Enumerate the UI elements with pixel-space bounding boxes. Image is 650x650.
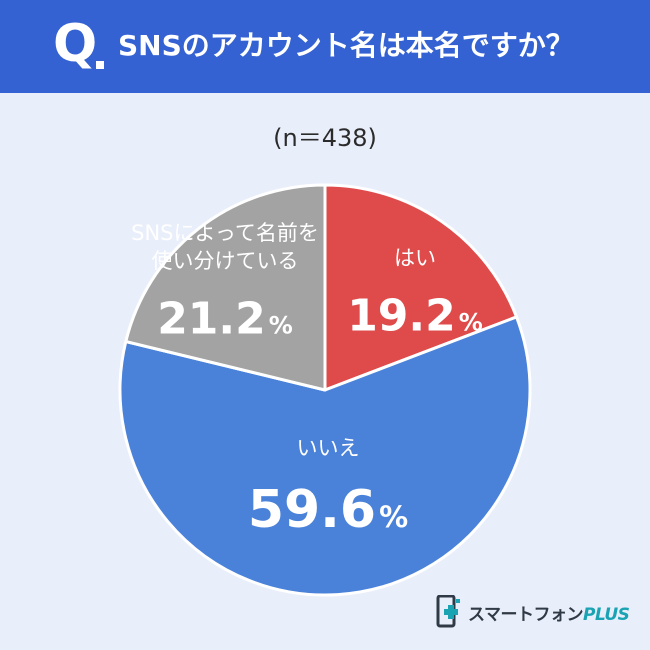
slice-value-number-hai: 19.2 — [347, 290, 456, 341]
header-bar: Q SNSのアカウント名は本名ですか？ — [0, 0, 650, 93]
q-dot — [96, 61, 104, 69]
slice-value-hai: 19.2% — [347, 290, 483, 341]
slice-value-unit-hai: % — [459, 308, 483, 336]
slice-value-number-iie: 59.6 — [248, 480, 376, 540]
slice-name-iie: いいえ — [297, 436, 360, 460]
pie-slice-iie — [118, 315, 532, 597]
smartphone-plus-logo-icon — [436, 595, 460, 628]
sample-size-label: (n＝438) — [273, 124, 377, 152]
slice-label-iie: いいえ 59.6% — [248, 436, 408, 540]
slice-value-iie: 59.6% — [248, 480, 408, 540]
slice-name-hai: はい — [394, 246, 436, 270]
question-title: SNSのアカウント名は本名ですか？ — [118, 29, 574, 62]
slice-value-number-tsukaiwake: 21.2 — [157, 293, 266, 344]
q-mark: Q — [53, 14, 98, 74]
slice-value-unit-tsukaiwake: % — [269, 311, 293, 339]
pie-slice-tsukaiwake — [124, 183, 327, 392]
logo-text: スマートフォンPLUS — [468, 600, 630, 625]
logo-main-text: スマートフォン — [468, 604, 584, 625]
slice-value-unit-iie: % — [379, 500, 408, 534]
slice-name-tsukaiwake-line2: 使い分けている — [152, 249, 299, 273]
logo: スマートフォンPLUS — [436, 592, 630, 632]
slice-label-hai: はい 19.2% — [347, 246, 483, 341]
slice-value-tsukaiwake: 21.2% — [157, 293, 293, 344]
logo-plus-text: PLUS — [583, 604, 630, 625]
pie-slice-hai — [323, 183, 519, 392]
slice-name-tsukaiwake-line1: SNSによって名前を — [131, 221, 319, 245]
